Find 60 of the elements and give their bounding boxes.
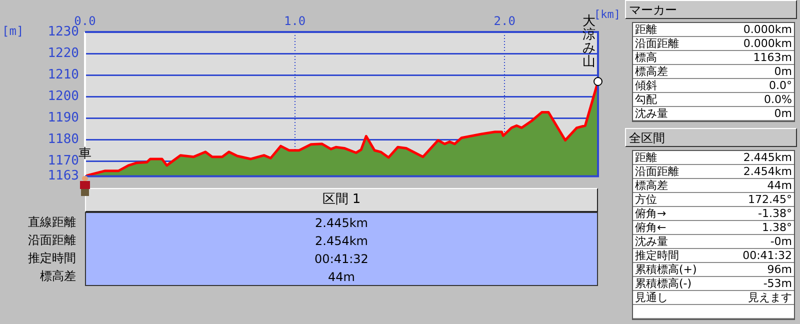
y-tick-label: 1220 [48, 46, 79, 61]
text: 推定時間 [635, 249, 679, 262]
text: 見えます [748, 291, 792, 304]
text: -53m [763, 277, 792, 290]
y-tick-label: 1200 [48, 88, 79, 104]
text: 沿面距離 [27, 232, 76, 249]
x-tick-label: 2.0 [494, 14, 516, 28]
text: 2.445km [314, 215, 369, 232]
text: 00:41:32 [314, 251, 370, 268]
text: 2.445km [743, 151, 792, 164]
text: -1.38° [758, 207, 792, 220]
text: 俯角← [635, 221, 666, 234]
text: 傾斜 [635, 79, 657, 92]
text: 1.38° [762, 221, 792, 234]
y-tick-label: 1210 [48, 67, 79, 82]
text: 推定時間 [27, 250, 76, 267]
y-tick-label: 1180 [48, 132, 79, 147]
text: 2.454km [314, 233, 369, 250]
y-tick-label: 1230 [48, 24, 79, 40]
x-axis-title: [km] [594, 8, 620, 21]
text: 全区間 [625, 128, 797, 147]
text: 1163m [753, 51, 792, 64]
text: 見通し [635, 291, 668, 304]
y-axis-title: [m] [2, 24, 24, 38]
text: 0.000km [743, 23, 792, 36]
text: 96m [767, 263, 792, 276]
text: 0.0° [769, 79, 792, 92]
text: 標高差 [635, 65, 668, 78]
annotation: 車 [78, 146, 92, 162]
text: 累積標高(+) [635, 263, 697, 276]
text: 沈み量 [635, 107, 668, 120]
text: -0m [770, 235, 792, 248]
text: 勾配 [635, 93, 657, 106]
text: 0.0% [764, 93, 792, 106]
text: 標高差 [39, 268, 76, 285]
y-tick-label: 1190 [48, 110, 79, 126]
text: マーカー [625, 0, 797, 19]
text: 区間 1 [85, 188, 598, 212]
y-tick-label: 1163 [48, 168, 79, 184]
text: 方位 [635, 193, 657, 206]
text: 直線距離 [27, 214, 76, 231]
text: 累積標高(-) [635, 277, 692, 290]
text: 44m [327, 269, 356, 286]
text: 0m [774, 65, 792, 78]
text: 0m [774, 107, 792, 120]
text: 標高差 [635, 179, 668, 192]
text: 距離 [635, 23, 657, 36]
text: 00:41:32 [742, 249, 792, 262]
text: 沿面距離 [635, 165, 679, 178]
text: 標高 [635, 51, 657, 64]
text: 沈み量 [635, 235, 668, 248]
text: 0.000km [743, 37, 792, 50]
text: 沿面距離 [635, 37, 679, 50]
text: 44m [767, 179, 792, 192]
y-tick-label: 1170 [48, 154, 79, 169]
text: 172.45° [748, 193, 792, 206]
text: 距離 [635, 151, 657, 164]
x-tick-label: 1.0 [284, 14, 306, 28]
text: 俯角→ [635, 207, 666, 220]
text: 2.454km [743, 165, 792, 178]
